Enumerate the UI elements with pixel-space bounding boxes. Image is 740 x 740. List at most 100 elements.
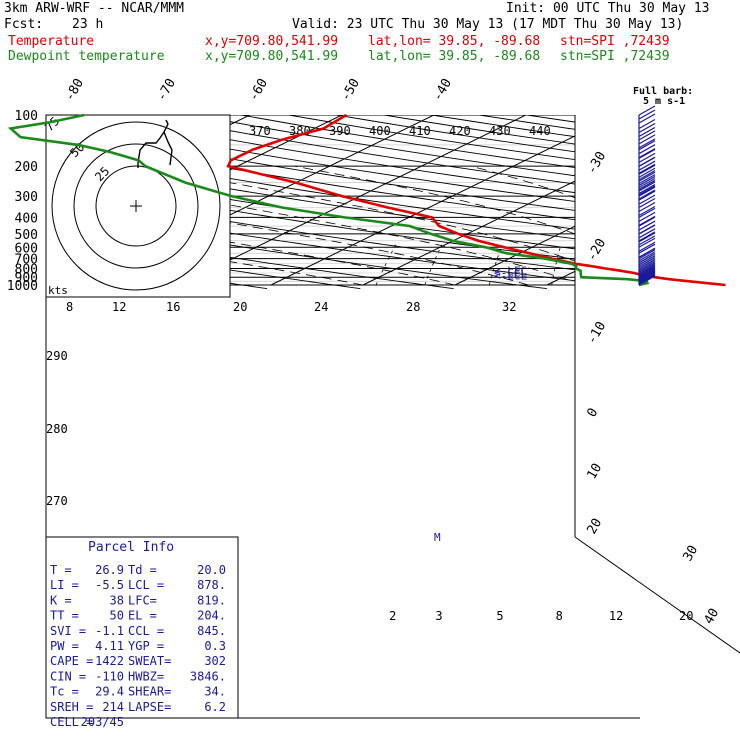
barb-legend-value: 5 m s-1 bbox=[643, 96, 685, 107]
wind-barb bbox=[638, 156, 656, 167]
hodograph-speed-label: 8 bbox=[66, 300, 73, 314]
dry-adiabat bbox=[46, 115, 641, 290]
parcel-value: 204. bbox=[197, 609, 226, 623]
wind-barb bbox=[638, 144, 656, 155]
moist-adiabat bbox=[139, 165, 640, 286]
mixing-ratio-label: 8 bbox=[556, 609, 563, 623]
parcel-key: SWEAT= bbox=[128, 654, 171, 668]
hodograph-units: kts bbox=[48, 284, 68, 297]
wind-barb bbox=[638, 241, 656, 252]
wind-barb bbox=[638, 220, 656, 231]
pressure-tick-600: 600 bbox=[15, 241, 38, 256]
hodograph-ring bbox=[95, 165, 177, 247]
wind-barb bbox=[638, 164, 656, 175]
dry-adiabat bbox=[46, 115, 740, 290]
wind-barb bbox=[638, 237, 656, 248]
parcel-value: 4.11 bbox=[95, 639, 124, 653]
wind-barb bbox=[638, 113, 656, 124]
wind-barb bbox=[638, 249, 656, 260]
parcel-title: Parcel Info bbox=[88, 540, 174, 555]
wind-barb bbox=[638, 185, 656, 196]
dry-adiabat bbox=[431, 115, 740, 290]
pressure-tick-900: 900 bbox=[15, 271, 38, 286]
thetae-label: 290 bbox=[46, 349, 68, 363]
wind-barb bbox=[638, 264, 656, 275]
mixing-ratio-label: 5 bbox=[496, 609, 503, 623]
hodograph-trace bbox=[163, 119, 169, 133]
fcst-value: 23 h bbox=[72, 17, 104, 32]
theta-label: 440 bbox=[529, 124, 551, 138]
theta-label: 420 bbox=[449, 124, 471, 138]
parcel-key: PW = bbox=[50, 639, 79, 653]
wind-barb bbox=[638, 190, 656, 201]
isotherm-label: 30 bbox=[680, 543, 701, 564]
parcel-value: 819. bbox=[197, 593, 226, 607]
parcel-value: -1.1 bbox=[95, 624, 124, 638]
wind-barb bbox=[638, 180, 656, 191]
parcel-key: CIN = bbox=[50, 669, 86, 683]
isotherm-label: -20 bbox=[584, 236, 609, 264]
theta-label: 430 bbox=[489, 124, 511, 138]
dewp-xy: x,y=709.80,541.99 bbox=[205, 49, 339, 64]
dry-adiabat bbox=[46, 115, 740, 290]
parcel-key: SHEAR= bbox=[128, 685, 171, 699]
theta-label: 370 bbox=[249, 124, 271, 138]
hodograph-speed-label: 16 bbox=[166, 300, 180, 314]
wind-barb bbox=[638, 224, 656, 235]
hodograph-ring bbox=[51, 121, 221, 291]
pressure-tick-800: 800 bbox=[15, 263, 38, 278]
init-time: Init: 00 UTC Thu 30 May 13 bbox=[506, 1, 710, 16]
wind-barb bbox=[638, 266, 656, 277]
parcel-key: LI = bbox=[50, 578, 79, 592]
wind-barb bbox=[638, 235, 656, 246]
dewpoint-legend: Dewpoint temperature bbox=[8, 49, 165, 64]
wind-barb bbox=[638, 247, 656, 258]
model-title: 3km ARW-WRF -- NCAR/MMM bbox=[4, 1, 185, 16]
temperature-legend: Temperature bbox=[8, 34, 95, 49]
parcel-key: SVI = bbox=[50, 624, 86, 638]
wind-barb bbox=[638, 275, 656, 286]
marker-ccl: <-CCL bbox=[494, 267, 527, 280]
wind-barb bbox=[638, 197, 656, 209]
wind-barb bbox=[638, 174, 656, 185]
wind-barb bbox=[638, 148, 656, 159]
wind-barb bbox=[638, 167, 656, 178]
wind-barb bbox=[638, 201, 656, 213]
wind-barb bbox=[638, 251, 656, 262]
wind-barb bbox=[638, 269, 656, 280]
dewp-latlon: lat,lon= 39.85, -89.68 bbox=[368, 49, 541, 64]
temp-station: stn=SPI ,72439 bbox=[560, 34, 670, 49]
parcel-value: 3846. bbox=[190, 669, 226, 683]
isotherm bbox=[730, 115, 740, 286]
parcel-value: 0.3 bbox=[204, 639, 226, 653]
wind-barb bbox=[638, 170, 656, 181]
parcel-key: LCL = bbox=[128, 578, 164, 592]
mixing-ratio-line bbox=[375, 244, 397, 286]
parcel-key: LAPSE= bbox=[128, 700, 171, 714]
temp-latlon: lat,lon= 39.85, -89.68 bbox=[368, 34, 541, 49]
wind-barb bbox=[638, 189, 656, 200]
wind-barb bbox=[638, 259, 656, 270]
wind-barb bbox=[638, 270, 656, 281]
marker-lfc: <-LFC bbox=[494, 264, 527, 277]
wind-barb bbox=[638, 271, 656, 282]
wind-barb bbox=[638, 178, 656, 189]
parcel-value: 34. bbox=[204, 685, 226, 699]
wind-barb bbox=[638, 261, 656, 272]
mixing-ratio-lines bbox=[375, 244, 684, 286]
wind-barb bbox=[638, 268, 656, 279]
wind-barb bbox=[638, 273, 656, 285]
wind-barb bbox=[638, 163, 656, 174]
wind-barb bbox=[638, 148, 656, 159]
wind-barbs bbox=[638, 105, 656, 286]
isotherm-label: 20 bbox=[584, 516, 605, 537]
wind-barb bbox=[638, 257, 656, 268]
wind-barb bbox=[638, 272, 656, 283]
parcel-value: 26.9 bbox=[95, 563, 124, 577]
wind-barb bbox=[638, 126, 656, 137]
isotherm-label: -10 bbox=[584, 319, 609, 347]
wind-barb bbox=[638, 105, 656, 116]
wind-barb bbox=[638, 243, 656, 254]
